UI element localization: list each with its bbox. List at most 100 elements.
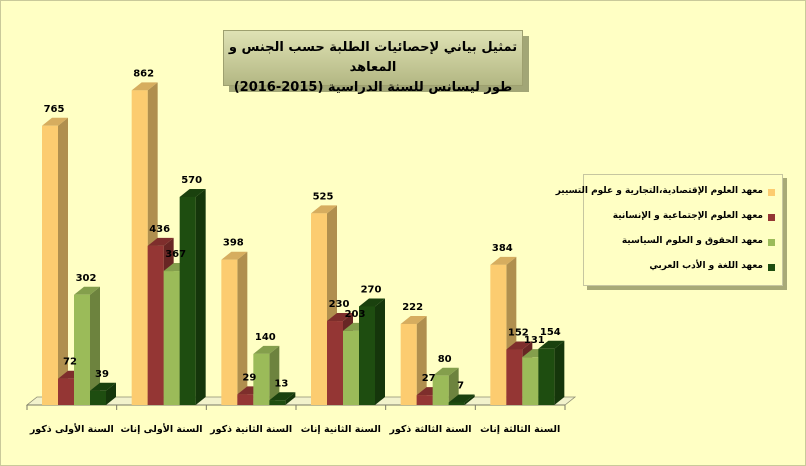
bar-top [74, 286, 100, 295]
bar [90, 390, 106, 405]
x-tick-label: السنة الثانية ذكور [209, 424, 292, 435]
legend-swatch [768, 239, 775, 246]
data-label: 29 [242, 372, 256, 383]
bar-side [554, 340, 565, 405]
bar [448, 402, 465, 405]
data-label: 13 [274, 378, 288, 389]
data-label: 7 [457, 380, 464, 391]
bar-top [432, 367, 459, 376]
data-label: 398 [223, 238, 244, 249]
data-label: 203 [345, 309, 366, 320]
bar-side [106, 382, 116, 405]
bar [179, 196, 196, 405]
data-label: 154 [540, 327, 561, 338]
x-tick-label: السنة الثالثة ذكور [388, 424, 471, 435]
bar-side [285, 392, 296, 405]
legend-item: معهد الحقوق و العلوم السياسية [584, 232, 779, 254]
bar [58, 378, 74, 405]
bar-top [538, 340, 565, 349]
bar [311, 213, 327, 405]
chart-title: تمثيل بياني لإحصائيات الطلبة حسب الجنس و… [223, 30, 523, 95]
data-label: 80 [438, 354, 452, 365]
bar-top [90, 382, 116, 391]
x-tick-label: السنة الثانية إناث [301, 424, 381, 435]
bar-side [416, 315, 427, 405]
bar-top [131, 82, 158, 91]
chart-title-line-1: تمثيل بياني لإحصائيات الطلبة حسب الجنس و… [228, 40, 518, 75]
bar-side [375, 298, 385, 405]
bar [131, 90, 148, 406]
bar-top [400, 315, 427, 324]
bar [253, 353, 270, 405]
bar-side [237, 251, 248, 405]
bar [74, 294, 90, 405]
legend-swatch [768, 264, 775, 271]
bar [221, 259, 238, 405]
bar [359, 306, 375, 405]
legend-item: معهد العلوم الإجتماعية و الإنسانية [584, 207, 779, 229]
data-label: 152 [508, 328, 529, 339]
bar [147, 245, 164, 405]
data-label: 302 [76, 273, 97, 284]
bar-top [269, 392, 296, 401]
legend-label: معهد العلوم الإقتصادية،التجارية و علوم ا… [555, 186, 763, 196]
data-label: 222 [402, 302, 423, 313]
bar [538, 348, 555, 405]
x-tick-label: السنة الثالثة إناث [480, 424, 560, 435]
bar-top [359, 298, 385, 307]
bar [432, 375, 449, 405]
data-label: 230 [329, 299, 350, 310]
x-tick-label: السنة الأولى إناث [120, 423, 202, 435]
data-label: 367 [165, 249, 186, 260]
data-label: 570 [181, 175, 202, 186]
bar [269, 400, 286, 405]
bar-side [90, 286, 100, 405]
data-label: 436 [149, 224, 170, 235]
x-tick-label: السنة الأولى ذكور [29, 423, 114, 435]
bar-top [253, 345, 280, 354]
bar [400, 323, 417, 405]
bar-top [179, 188, 206, 197]
bar [343, 330, 359, 405]
bar-side [195, 188, 206, 405]
bar [506, 349, 523, 405]
data-label: 525 [313, 191, 334, 202]
legend-item: معهد اللغة و الأدب العربي [584, 257, 779, 279]
bar-top [490, 256, 517, 265]
bar-side [269, 345, 280, 405]
data-label: 39 [95, 369, 109, 380]
chart-title-line-2: طور ليسانس للسنة الدراسية (2015-2016) [233, 80, 513, 95]
bar [237, 394, 254, 405]
bar-top [506, 341, 533, 350]
bar-top [221, 251, 248, 260]
data-label: 862 [133, 68, 154, 79]
data-label: 27 [422, 373, 436, 384]
legend-swatch [768, 214, 775, 221]
bar-top [311, 205, 337, 214]
data-label: 270 [361, 284, 382, 295]
legend-label: معهد الحقوق و العلوم السياسية [621, 236, 763, 246]
bar [416, 395, 433, 405]
bar-side [448, 367, 459, 405]
bar [327, 321, 343, 405]
bar [42, 125, 58, 406]
bar-top [147, 237, 174, 246]
legend-item: معهد العلوم الإقتصادية،التجارية و علوم ا… [556, 182, 779, 204]
bar-side [58, 117, 68, 406]
data-label: 72 [63, 357, 77, 368]
legend-swatch [768, 189, 775, 196]
bar-top [42, 117, 68, 126]
bar [522, 357, 539, 405]
data-label: 384 [492, 243, 513, 254]
bar [490, 264, 507, 405]
legend-label: معهد اللغة و الأدب العربي [649, 261, 763, 271]
data-label: 140 [255, 332, 276, 343]
legend: معهد العلوم الإقتصادية،التجارية و علوم ا… [556, 174, 783, 286]
data-label: 131 [524, 335, 545, 346]
bar-top [327, 313, 353, 322]
legend-label: معهد العلوم الإجتماعية و الإنسانية [612, 211, 763, 221]
bar-top [448, 394, 475, 403]
bar-side [464, 394, 475, 405]
bar [163, 271, 180, 405]
